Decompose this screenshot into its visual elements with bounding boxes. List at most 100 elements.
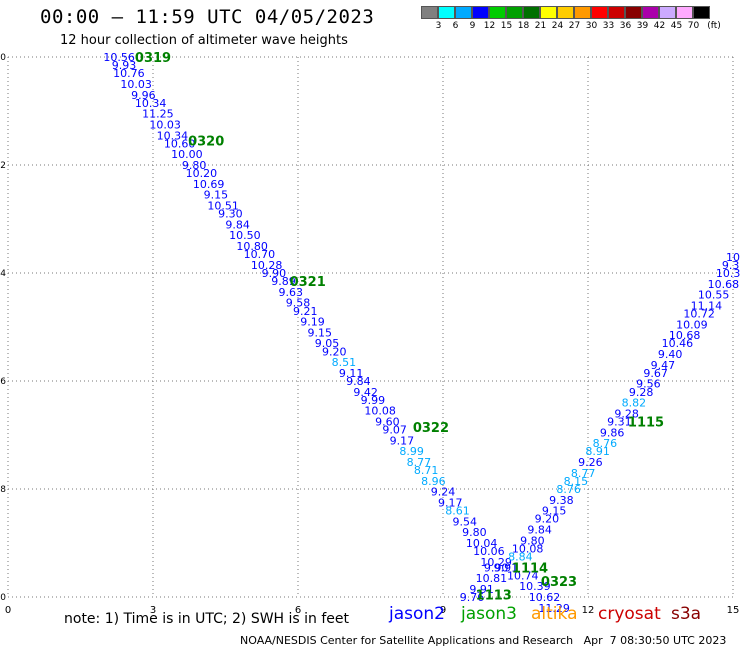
wave-height-label: 10.09 xyxy=(676,318,708,331)
wave-height-label: 9.42 xyxy=(353,386,378,399)
wave-height-label: 10.28 xyxy=(251,259,283,272)
wave-height-label: 9.90 xyxy=(262,267,287,280)
legend-tick-label: 36 xyxy=(619,21,632,31)
y-tick-label: -48 xyxy=(0,485,6,495)
pass-time-label: 0323 xyxy=(541,575,577,590)
wave-height-label: 9.63 xyxy=(279,286,304,299)
mission-label-cryosat: cryosat xyxy=(598,604,661,624)
legend-tick-label: 24 xyxy=(551,21,564,31)
wave-height-label: 9.67 xyxy=(643,367,668,380)
wave-height-label: 10.80 xyxy=(236,240,268,253)
wave-height-label: 10.51 xyxy=(207,200,239,213)
legend-swatch xyxy=(557,6,574,19)
legend-swatch xyxy=(523,6,540,19)
footer-note: note: 1) Time is in UTC; 2) SWH is in fe… xyxy=(64,611,350,627)
wave-height-label: 10.60 xyxy=(164,137,196,150)
pass-time-label: 0319 xyxy=(135,51,171,66)
wave-height-label: 9.89 xyxy=(271,275,296,288)
legend-tick-label: 18 xyxy=(517,21,530,31)
wave-height-label: 9.17 xyxy=(438,497,463,510)
wave-height-label: 9.90 xyxy=(484,561,509,574)
x-tick-label: 9 xyxy=(440,605,446,616)
wave-height-label: 9.91 xyxy=(494,561,519,574)
wave-height-label: 10.08 xyxy=(364,405,396,418)
legend-tick-label: 15 xyxy=(500,21,513,31)
wave-height-label: 10 xyxy=(726,251,740,264)
legend-tick-label: 70 xyxy=(687,21,700,31)
wave-height-label: 8.71 xyxy=(414,464,439,477)
mission-label-jason2: jason2 xyxy=(389,604,445,624)
x-tick-label: 3 xyxy=(150,605,156,616)
wave-height-label: 10.68 xyxy=(708,278,740,291)
legend-tick-label: 12 xyxy=(483,21,496,31)
wave-height-label: 11.14 xyxy=(691,299,723,312)
pass-time-label: 0320 xyxy=(188,135,224,150)
wave-height-label: 9.58 xyxy=(286,297,311,310)
y-tick-label: -42 xyxy=(0,161,6,171)
wave-height-label: 10.03 xyxy=(120,78,152,91)
legend-swatch xyxy=(540,6,557,19)
pass-time-label: 1115 xyxy=(628,416,664,431)
wave-height-label: 9.84 xyxy=(527,524,552,537)
legend-swatch xyxy=(676,6,693,19)
wave-height-label: 9.07 xyxy=(382,424,407,437)
wave-height-label: 10.39 xyxy=(519,580,551,593)
wave-height-label: 9.15 xyxy=(542,505,567,518)
legend-swatch xyxy=(625,6,642,19)
wave-height-label: 10.20 xyxy=(186,167,218,180)
wave-height-label: 10.34 xyxy=(157,129,189,142)
x-tick-label: 15 xyxy=(727,605,740,616)
wave-height-label: 8.51 xyxy=(332,356,357,369)
wave-height-label: 10.3 xyxy=(716,267,740,280)
wave-height-label: 9.84 xyxy=(346,375,371,388)
chart-subtitle: 12 hour collection of altimeter wave hei… xyxy=(60,33,348,48)
wave-height-label: 9.40 xyxy=(658,348,683,361)
wave-height-label: 9.11 xyxy=(339,367,364,380)
wave-height-label: 9.30 xyxy=(218,208,243,221)
wave-height-label: 10.81 xyxy=(476,572,508,585)
pass-time-label: 0321 xyxy=(290,275,326,290)
wave-height-label: 9.28 xyxy=(614,407,639,420)
legend-swatch xyxy=(659,6,676,19)
wave-height-label: 8.96 xyxy=(421,475,446,488)
wave-height-label: 8.77 xyxy=(407,456,432,469)
legend-tick-label: 21 xyxy=(534,21,547,31)
wave-height-label: 9.54 xyxy=(453,515,478,528)
wave-height-label: 10.72 xyxy=(683,308,715,321)
wave-height-label: 9.3 xyxy=(722,259,740,272)
wave-height-label: 10.76 xyxy=(113,67,145,80)
wave-height-label: 9.80 xyxy=(520,534,545,547)
wave-height-label: 11.29 xyxy=(538,602,570,615)
wave-height-label: 10.62 xyxy=(529,591,561,604)
color-legend xyxy=(421,6,710,19)
mission-label-s3a: s3a xyxy=(671,604,702,624)
x-tick-label: 0 xyxy=(5,605,11,616)
chart-title: 00:00 — 11:59 UTC 04/05/2023 xyxy=(40,6,375,28)
wave-height-label: 9.86 xyxy=(600,426,625,439)
wave-height-label: 8.99 xyxy=(399,445,424,458)
wave-height-label: 9.38 xyxy=(549,494,574,507)
wave-height-label: 9.80 xyxy=(182,159,207,172)
x-tick-label: 6 xyxy=(295,605,301,616)
wave-height-label: 8.84 xyxy=(508,551,533,564)
legend-tick-label: 33 xyxy=(602,21,615,31)
wave-height-label: 9.21 xyxy=(293,305,318,318)
legend-swatch xyxy=(574,6,591,19)
pass-time-label: 1113 xyxy=(476,588,512,603)
wave-height-label: 10.55 xyxy=(698,289,730,302)
wave-height-label: 10.68 xyxy=(669,329,701,342)
y-tick-label: -46 xyxy=(0,377,6,387)
wave-height-label: 10.46 xyxy=(662,337,694,350)
wave-height-label: 8.76 xyxy=(556,483,581,496)
wave-height-label: 9.20 xyxy=(535,513,560,526)
wave-height-label: 10.03 xyxy=(149,119,181,132)
legend-swatch xyxy=(608,6,625,19)
wave-height-label: 9.80 xyxy=(462,526,487,539)
wave-height-label: 9.99 xyxy=(361,394,386,407)
y-tick-label: -40 xyxy=(0,53,6,63)
mission-label-jason3: jason3 xyxy=(461,604,517,624)
y-tick-label: -44 xyxy=(0,269,6,279)
data-points: 10.569.9310.7610.039.9610.3411.2510.0310… xyxy=(103,51,740,615)
wave-height-label: 10.04 xyxy=(466,537,498,550)
